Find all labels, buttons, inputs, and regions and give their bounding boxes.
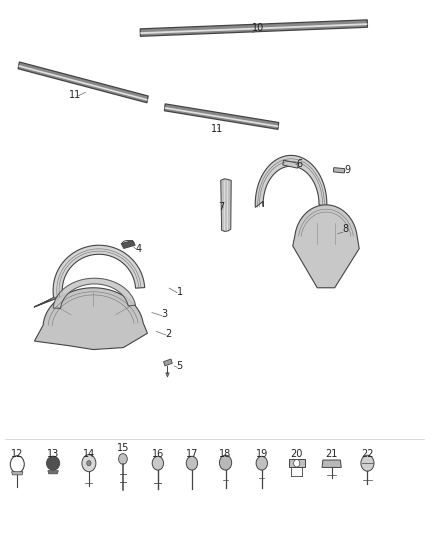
Circle shape xyxy=(82,455,96,472)
Polygon shape xyxy=(221,179,231,231)
Circle shape xyxy=(87,461,91,466)
Polygon shape xyxy=(140,23,367,34)
Text: 19: 19 xyxy=(256,449,268,458)
Polygon shape xyxy=(18,62,148,103)
Polygon shape xyxy=(34,296,63,307)
Circle shape xyxy=(361,455,374,471)
Text: 12: 12 xyxy=(11,449,24,458)
Polygon shape xyxy=(283,160,298,168)
Text: 22: 22 xyxy=(361,449,374,458)
Text: 13: 13 xyxy=(47,449,59,458)
Text: 11: 11 xyxy=(69,90,81,100)
Polygon shape xyxy=(140,20,367,36)
Polygon shape xyxy=(18,65,148,101)
Text: 15: 15 xyxy=(117,443,129,453)
Ellipse shape xyxy=(46,456,60,470)
Circle shape xyxy=(119,454,127,464)
Text: 20: 20 xyxy=(290,449,303,458)
Polygon shape xyxy=(322,460,341,467)
Polygon shape xyxy=(163,359,172,366)
Circle shape xyxy=(186,456,198,470)
Text: 14: 14 xyxy=(83,449,95,458)
Circle shape xyxy=(152,456,163,470)
Text: 3: 3 xyxy=(161,309,167,319)
Text: 18: 18 xyxy=(219,449,232,458)
Text: 10: 10 xyxy=(252,23,265,34)
Polygon shape xyxy=(255,156,327,209)
Text: 17: 17 xyxy=(186,449,198,458)
Circle shape xyxy=(256,456,268,470)
Text: 9: 9 xyxy=(345,165,351,175)
Text: 7: 7 xyxy=(218,202,224,212)
Text: 1: 1 xyxy=(177,287,183,297)
Polygon shape xyxy=(34,245,145,307)
Polygon shape xyxy=(164,104,279,130)
Text: 2: 2 xyxy=(166,329,172,339)
Text: 4: 4 xyxy=(135,244,141,254)
Polygon shape xyxy=(166,373,169,377)
Polygon shape xyxy=(35,288,148,350)
Polygon shape xyxy=(12,472,23,475)
Text: 21: 21 xyxy=(325,449,338,458)
Circle shape xyxy=(219,455,232,470)
Polygon shape xyxy=(121,240,135,248)
Polygon shape xyxy=(293,205,359,288)
Text: 11: 11 xyxy=(211,124,223,134)
Circle shape xyxy=(293,459,300,467)
Text: 16: 16 xyxy=(152,449,164,458)
Text: 8: 8 xyxy=(343,224,349,235)
Polygon shape xyxy=(165,107,279,127)
Polygon shape xyxy=(53,278,135,309)
Polygon shape xyxy=(48,471,58,474)
Text: 5: 5 xyxy=(177,361,183,372)
Polygon shape xyxy=(333,167,345,173)
Polygon shape xyxy=(289,459,304,467)
Text: 6: 6 xyxy=(297,159,303,169)
